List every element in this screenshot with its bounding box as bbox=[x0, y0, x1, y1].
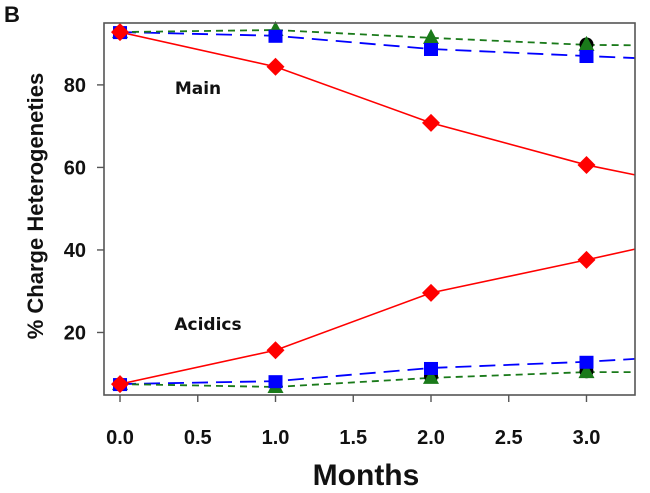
series-line-3 bbox=[120, 29, 636, 47]
x-axis-ticks: 0.0 0.5 1.0 1.5 2.0 2.5 3.0 bbox=[106, 395, 600, 449]
y-tick-label: 60 bbox=[64, 157, 86, 179]
plot-marks bbox=[111, 21, 636, 394]
data-point-diamond bbox=[421, 113, 440, 132]
data-point-diamond bbox=[577, 250, 596, 269]
series-line-7 bbox=[119, 371, 635, 388]
data-point-square bbox=[579, 355, 594, 369]
series-line-1 bbox=[119, 31, 636, 59]
y-tick-label: 80 bbox=[64, 75, 86, 97]
series-line-0 bbox=[119, 31, 636, 176]
x-tick-label: 0.5 bbox=[184, 427, 212, 449]
data-point-diamond bbox=[266, 57, 285, 76]
data-point-diamond bbox=[111, 23, 130, 42]
data-point-diamond bbox=[266, 341, 285, 360]
y-axis-title: % Charge Heterogeneties bbox=[23, 73, 48, 340]
data-point-square bbox=[268, 375, 283, 389]
x-tick-label: 2.5 bbox=[495, 427, 523, 449]
data-point-triangle bbox=[422, 28, 439, 44]
data-point-triangle bbox=[578, 35, 595, 51]
data-point-triangle bbox=[422, 368, 439, 384]
data-point-square bbox=[268, 29, 283, 43]
data-point-square bbox=[423, 42, 438, 56]
x-tick-label: 1.0 bbox=[262, 427, 290, 449]
data-point-diamond bbox=[421, 283, 440, 302]
y-axis-ticks: 20 40 60 80 bbox=[64, 75, 104, 344]
x-tick-label: 0.0 bbox=[106, 427, 134, 449]
plot-frame bbox=[103, 22, 636, 396]
annotation-main: Main bbox=[175, 79, 221, 99]
y-tick-label: 40 bbox=[64, 240, 86, 262]
panel-label: B bbox=[4, 2, 20, 27]
data-point-diamond bbox=[577, 155, 596, 174]
x-tick-label: 2.0 bbox=[417, 427, 445, 449]
x-tick-label: 3.0 bbox=[573, 427, 601, 449]
data-point-diamond bbox=[111, 375, 130, 394]
annotation-acidics: Acidics bbox=[174, 315, 241, 335]
x-axis-title: Months bbox=[313, 459, 420, 492]
data-point-square bbox=[423, 361, 438, 375]
y-tick-label: 20 bbox=[64, 322, 86, 344]
x-tick-label: 1.5 bbox=[339, 427, 367, 449]
series-line-5 bbox=[119, 357, 636, 385]
data-point-triangle bbox=[578, 363, 595, 379]
data-point-square bbox=[579, 50, 594, 64]
